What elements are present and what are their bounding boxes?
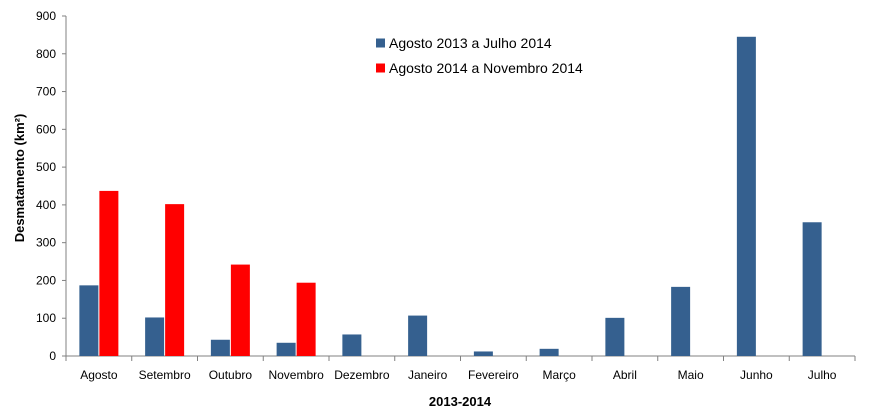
bar-series-1-junho <box>736 36 756 357</box>
x-tick-label: Novembro <box>268 368 324 382</box>
bar-series-1-novembro <box>276 342 296 356</box>
legend-label: Agosto 2013 a Julho 2014 <box>389 35 552 51</box>
x-ticks: Agosto Setembro Outubro Novembro Dezembro Jan… <box>65 356 856 382</box>
axes: 0 100 200 300 400 500 600 700 800 900 Agosto Setem… <box>36 9 856 382</box>
y-tick-label: 800 <box>36 47 56 61</box>
legend-swatch <box>376 38 385 48</box>
y-tick-label: 400 <box>36 198 56 212</box>
y-tick-label: 600 <box>36 122 56 136</box>
x-tick-label: Abril <box>613 368 637 382</box>
legend-swatch <box>376 63 385 73</box>
y-ticks: 0 100 200 300 400 500 600 700 800 900 <box>36 9 66 363</box>
y-tick-label: 200 <box>36 273 56 287</box>
bar-series-1-março <box>539 348 559 356</box>
y-tick-label: 300 <box>36 236 56 250</box>
x-tick-label: Janeiro <box>408 368 448 382</box>
x-tick-label: Fevereiro <box>468 368 519 382</box>
bar-series-1-agosto <box>79 285 99 356</box>
legend: Agosto 2013 a Julho 2014 Agosto 2014 a No… <box>376 35 583 76</box>
x-tick-label: Setembro <box>139 368 191 382</box>
x-tick-label: Agosto <box>80 368 118 382</box>
y-axis-title: Desmatamento (km²) <box>12 114 27 243</box>
legend-label: Agosto 2014 a Novembro 2014 <box>389 60 583 76</box>
bar-series-1-maio <box>671 286 691 356</box>
bar-series-2-novembro <box>296 282 316 356</box>
x-tick-label: Março <box>542 368 576 382</box>
bars <box>79 36 822 357</box>
x-tick-label: Maio <box>678 368 704 382</box>
bar-series-1-dezembro <box>342 334 362 356</box>
bar-series-2-agosto <box>99 190 119 356</box>
x-tick-label: Outubro <box>209 368 253 382</box>
bar-series-2-setembro <box>165 204 185 356</box>
y-tick-label: 700 <box>36 85 56 99</box>
y-tick-label: 500 <box>36 160 56 174</box>
y-tick-label: 0 <box>49 349 56 363</box>
bar-series-1-outubro <box>210 339 230 356</box>
bar-series-1-fevereiro <box>473 351 493 356</box>
bar-series-1-abril <box>605 317 625 356</box>
y-tick-label: 900 <box>36 9 56 23</box>
x-tick-label: Dezembro <box>334 368 390 382</box>
x-axis-title: 2013-2014 <box>429 394 492 409</box>
bar-series-2-outubro <box>230 264 250 356</box>
x-tick-label: Julho <box>808 368 837 382</box>
bar-series-1-setembro <box>145 317 165 356</box>
x-tick-label: Junho <box>740 368 773 382</box>
y-tick-label: 100 <box>36 311 56 325</box>
bar-series-1-julho <box>802 222 822 356</box>
bar-series-1-janeiro <box>408 315 428 356</box>
